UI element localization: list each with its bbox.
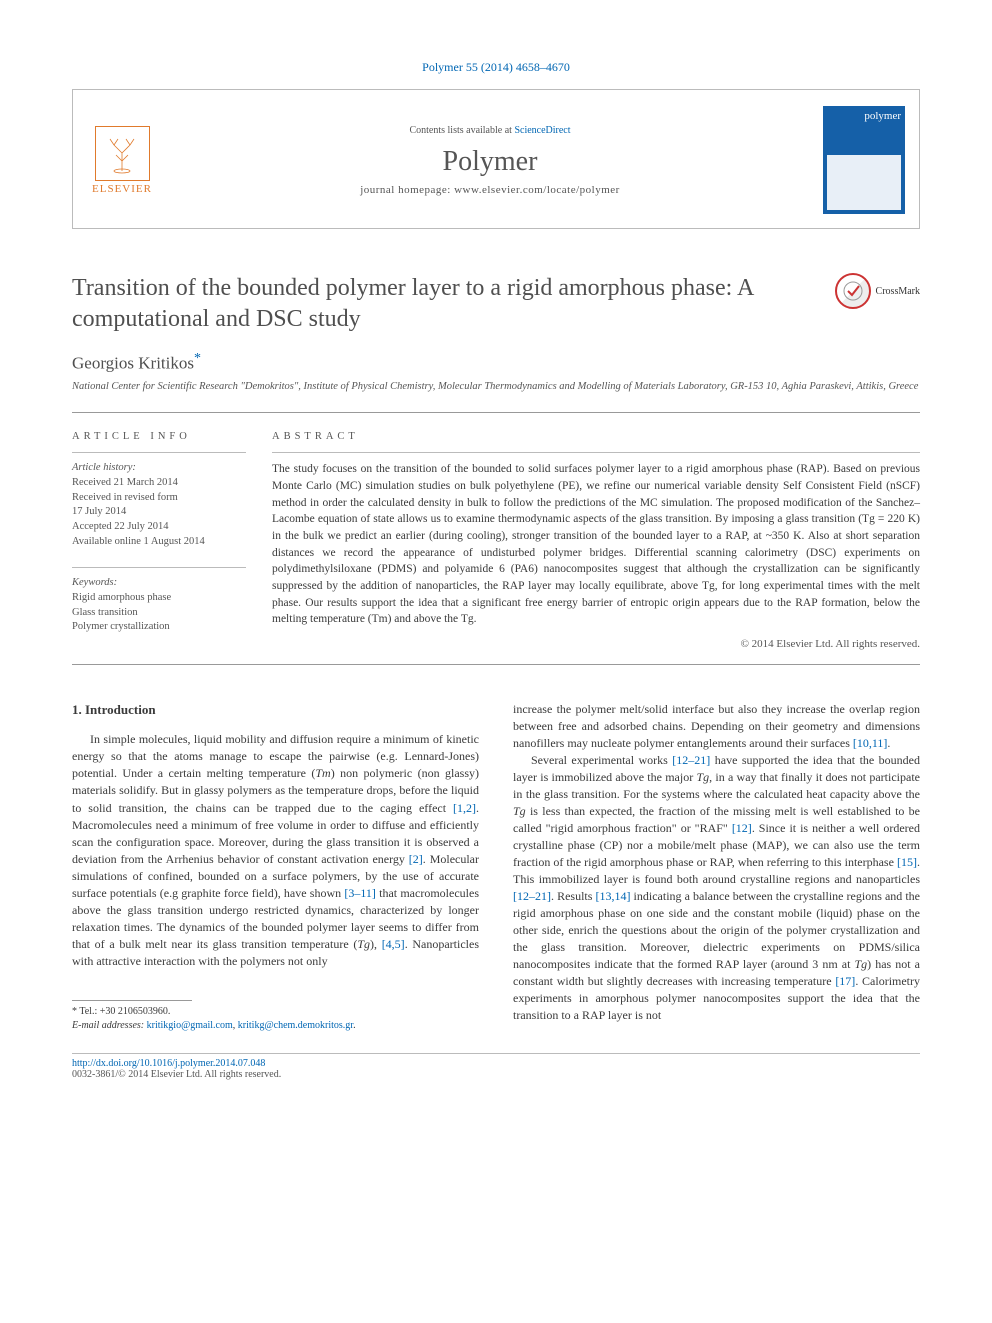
cover-graphic [827, 155, 901, 210]
keyword-2: Glass transition [72, 607, 138, 618]
author-marker: * [194, 351, 201, 366]
journal-header: ELSEVIER Contents lists available at Sci… [72, 89, 920, 229]
ref-link[interactable]: [4,5] [382, 937, 405, 951]
email-link-2[interactable]: kritikg@chem.demokritos.gr [238, 1020, 353, 1031]
cover-title: polymer [827, 110, 901, 122]
ref-link[interactable]: [12–21] [513, 889, 551, 903]
divider [72, 412, 920, 413]
ref-link[interactable]: [10,11] [853, 736, 888, 750]
journal-title: Polymer [157, 146, 823, 178]
divider-2 [72, 664, 920, 665]
elsevier-tree-icon [95, 126, 150, 181]
section-1-title: 1. Introduction [72, 701, 479, 719]
accepted-date: Accepted 22 July 2014 [72, 521, 169, 532]
crossmark-icon [835, 273, 871, 309]
journal-cover-thumb: polymer [823, 106, 905, 214]
citation-line: Polymer 55 (2014) 4658–4670 [72, 60, 920, 75]
abstract-head: ABSTRACT [272, 431, 920, 442]
intro-para-1: In simple molecules, liquid mobility and… [72, 731, 479, 969]
history-label: Article history: [72, 462, 136, 473]
keywords-block: Keywords: Rigid amorphous phase Glass tr… [72, 567, 246, 635]
ref-link[interactable]: [12–21] [672, 753, 710, 767]
revised-date: 17 July 2014 [72, 506, 126, 517]
crossmark-widget[interactable]: CrossMark [835, 273, 920, 309]
ref-link[interactable]: [13,14] [595, 889, 630, 903]
keyword-1: Rigid amorphous phase [72, 592, 171, 603]
contents-prefix: Contents lists available at [409, 125, 514, 136]
issn-copyright: 0032-3861/© 2014 Elsevier Ltd. All right… [72, 1069, 281, 1080]
ref-link[interactable]: [2] [409, 852, 423, 866]
email-link-1[interactable]: kritikgio@gmail.com [147, 1020, 233, 1031]
ref-link[interactable]: [12] [732, 821, 752, 835]
author-line: Georgios Kritikos* [72, 351, 920, 374]
article-info-head: ARTICLE INFO [72, 431, 246, 442]
body-column-left: 1. Introduction In simple molecules, liq… [72, 701, 479, 1033]
homepage-prefix: journal homepage: [360, 184, 454, 196]
homepage-url[interactable]: www.elsevier.com/locate/polymer [454, 184, 620, 196]
doi-block: http://dx.doi.org/10.1016/j.polymer.2014… [72, 1053, 920, 1080]
received-date: Received 21 March 2014 [72, 477, 178, 488]
keyword-3: Polymer crystallization [72, 621, 170, 632]
ref-link[interactable]: [1,2] [453, 801, 476, 815]
sciencedirect-link[interactable]: ScienceDirect [514, 125, 570, 136]
abstract-text: The study focuses on the transition of t… [272, 452, 920, 628]
email-label: E-mail addresses: [72, 1020, 147, 1031]
article-title: Transition of the bounded polymer layer … [72, 273, 815, 335]
tel-value: +30 2106503960. [100, 1006, 171, 1017]
contents-available: Contents lists available at ScienceDirec… [157, 125, 823, 136]
body-column-right: increase the polymer melt/solid interfac… [513, 701, 920, 1033]
intro-para-2: Several experimental works [12–21] have … [513, 752, 920, 1025]
abstract-copyright: © 2014 Elsevier Ltd. All rights reserved… [272, 638, 920, 650]
footnote-rule [72, 1000, 192, 1001]
ref-link[interactable]: [3–11] [344, 886, 376, 900]
elsevier-text: ELSEVIER [92, 183, 152, 195]
elsevier-logo: ELSEVIER [87, 126, 157, 195]
article-history: Article history: Received 21 March 2014 … [72, 452, 246, 549]
revised-label: Received in revised form [72, 492, 178, 503]
crossmark-label: CrossMark [876, 286, 920, 297]
affiliation: National Center for Scientific Research … [72, 380, 920, 394]
ref-link[interactable]: [17] [835, 974, 855, 988]
journal-homepage: journal homepage: www.elsevier.com/locat… [157, 184, 823, 196]
tel-label: * Tel.: [72, 1006, 100, 1017]
intro-para-1-cont: increase the polymer melt/solid interfac… [513, 701, 920, 752]
footnotes: * Tel.: +30 2106503960. E-mail addresses… [72, 1005, 479, 1033]
online-date: Available online 1 August 2014 [72, 536, 205, 547]
keywords-label: Keywords: [72, 577, 117, 588]
doi-link[interactable]: http://dx.doi.org/10.1016/j.polymer.2014… [72, 1058, 265, 1069]
ref-link[interactable]: [15] [897, 855, 917, 869]
author-name: Georgios Kritikos [72, 354, 194, 373]
